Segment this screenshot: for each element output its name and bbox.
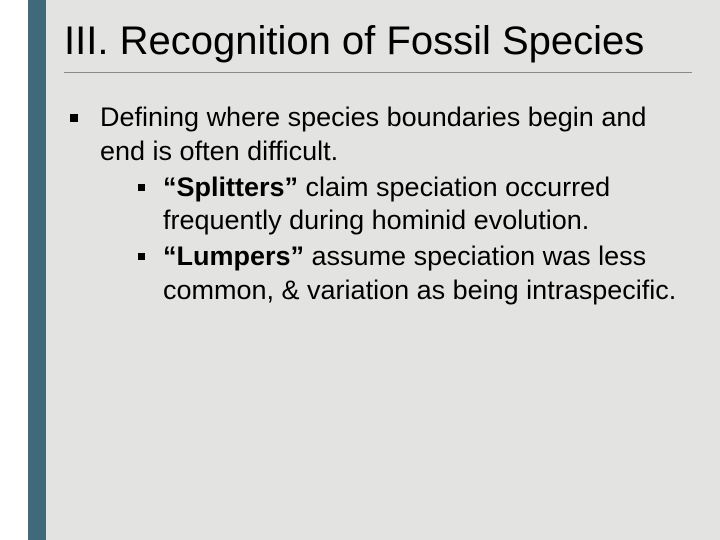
slide-content: III. Recognition of Fossil Species Defin…	[46, 0, 720, 540]
left-white-bar	[0, 0, 28, 540]
main-text: Defining where species boundaries begin …	[100, 102, 646, 166]
sub-item-lumpers: “Lumpers” assume speciation was less com…	[134, 240, 692, 308]
square-bullet-icon	[70, 114, 78, 122]
splitters-bold: “Splitters”	[163, 172, 298, 202]
sub-list: “Splitters” claim speciation occurred fr…	[100, 171, 692, 308]
sub-item-text: “Lumpers” assume speciation was less com…	[163, 240, 692, 308]
sub-item-splitters: “Splitters” claim speciation occurred fr…	[134, 171, 692, 239]
sub-item-text: “Splitters” claim speciation occurred fr…	[163, 171, 692, 239]
square-bullet-icon	[138, 253, 145, 260]
main-text-block: Defining where species boundaries begin …	[100, 101, 692, 310]
bullet-main: Defining where species boundaries begin …	[64, 101, 692, 310]
left-accent-bar	[28, 0, 46, 540]
slide-title: III. Recognition of Fossil Species	[64, 18, 692, 64]
title-underline	[64, 72, 692, 73]
lumpers-bold: “Lumpers”	[163, 241, 304, 271]
square-bullet-icon	[138, 184, 145, 191]
